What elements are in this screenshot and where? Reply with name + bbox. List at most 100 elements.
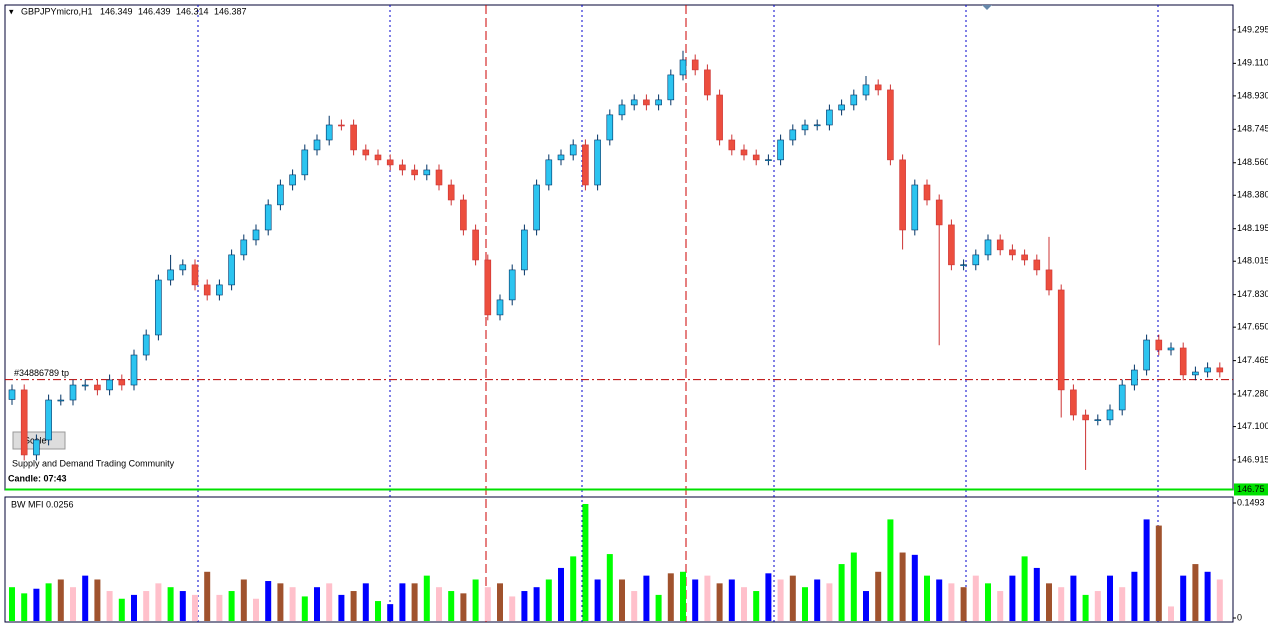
y-tick-label: 148.195 [1237,223,1268,233]
candle-body [447,184,455,201]
candle-body [1106,409,1114,421]
candle-body [191,264,199,286]
mfi-bar [741,587,747,621]
mfi-bar [1168,606,1174,621]
candle-body [765,159,772,161]
candle-body [789,129,797,141]
candle-body [362,149,370,156]
candle-body [1167,347,1175,351]
y-tick-label: 147.830 [1237,289,1268,299]
candle-body [1021,254,1028,261]
y-tick-label: 148.380 [1237,190,1268,200]
mfi-bar [777,579,784,621]
candle-body [948,224,955,266]
mfi-bar [484,587,491,621]
candle-body [350,124,357,151]
main-frame [4,4,1234,491]
candle-body [435,169,443,186]
candle-body [777,139,784,161]
candle-body [130,354,138,386]
candle-body [484,259,492,316]
mfi-bar [826,583,833,621]
candle-body [1057,289,1065,391]
mfi-bar [875,571,882,621]
mfi-bar [448,591,455,621]
mfi-bar [179,591,186,621]
candle-body [338,124,345,127]
candle-body [655,99,662,106]
candle-body [643,99,650,106]
candle-body [1045,269,1053,291]
mfi-bar [1094,591,1101,621]
mfi-bar [118,598,125,621]
mfi-bar [1021,556,1028,621]
candle-body [813,124,821,127]
mfi-bar [21,593,28,621]
mfi-bar [411,583,418,621]
candle-body [862,84,870,96]
candle-body [582,144,589,186]
mfi-bar [9,587,15,621]
y-tick-label: 0 [1237,612,1242,622]
y-tick-label: 147.465 [1237,355,1268,365]
candle-body [460,199,467,231]
candle-body [1118,384,1126,411]
mfi-bar [1046,583,1052,621]
mfi-bar [192,594,198,621]
candle-body [1033,259,1041,271]
mfi-bar [936,579,943,621]
candle-body [1204,367,1211,373]
mfi-bar [716,583,723,621]
candle-body [728,139,736,151]
candle-body [1070,389,1077,416]
mfi-bar [972,575,979,621]
mfi-bar [570,556,577,621]
candle-body [313,139,321,151]
candle-body [472,229,479,261]
mfi-bar [45,583,52,621]
mfi-bar [643,575,650,621]
candle-body [411,169,418,176]
candle-body [45,399,52,441]
candle-body [301,149,309,176]
watermark: Supply and Demand Trading Community [12,458,175,468]
mfi-bar [301,596,308,621]
candle-body [240,239,248,256]
mfi-bar [692,579,699,621]
mfi-bar [1082,594,1089,621]
mfi-bar [509,596,516,621]
mfi-bar [667,573,674,621]
candle-body [106,379,113,391]
candle-body [716,94,723,141]
mfi-bar [143,591,150,621]
ohlc-value: 146.387 [214,6,247,16]
candle-body [740,149,748,156]
mfi-bar [338,594,345,621]
mfi-bar [1216,579,1223,621]
candle-body [289,174,296,186]
y-tick-label: 147.100 [1237,421,1268,431]
collapse-arrow[interactable]: ▾ [9,6,14,16]
candle-body [606,114,614,141]
candle-body [8,389,16,400]
mfi-bar [1204,571,1211,621]
candle-body [179,264,187,271]
mfi-bar [350,591,357,621]
candle-body [850,94,858,106]
candle-body [155,279,162,336]
candle-body [923,184,931,201]
candle-body [69,384,77,401]
mfi-bar [728,579,735,621]
mfi-bar [423,575,430,621]
mfi-bar [960,587,967,621]
mfi-bar [545,579,552,621]
mfi-bar [33,588,40,621]
mfi-bar [765,573,772,621]
y-tick-label: 148.745 [1237,124,1268,134]
candle-body [691,59,699,71]
mfi-bar [1058,587,1065,621]
candle-body [216,284,223,296]
mfi-bar [606,554,613,621]
mfi-bar [521,591,528,621]
